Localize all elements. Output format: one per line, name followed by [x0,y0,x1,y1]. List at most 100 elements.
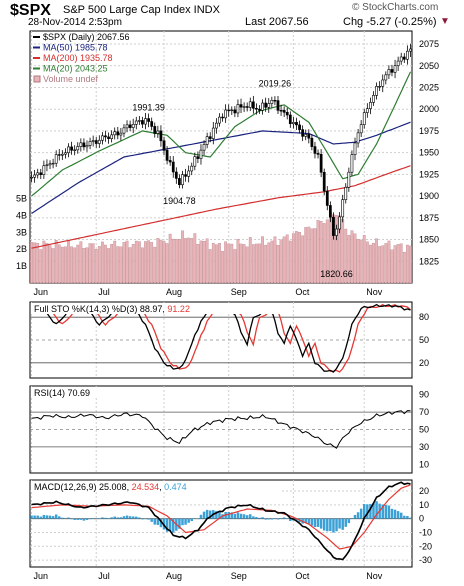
macd-histogram-bar [218,511,221,519]
macd-histogram-bar [230,512,234,519]
volume-bar [168,233,172,284]
macd-tick-label: 10 [419,500,429,510]
macd-histogram-bar [353,514,357,519]
candle-body [54,154,58,164]
candle-body [369,102,372,109]
volume-bar [242,244,246,284]
volume-bar [319,221,323,284]
candle-body [332,216,335,236]
macd-histogram-bar [101,517,104,519]
x-tick-label: Aug [166,287,182,297]
volume-bar [119,246,123,284]
candle-body [113,131,117,136]
volume-bar [301,235,305,284]
volume-bar [147,240,150,284]
candle-body [67,146,70,154]
price-annotation: 2019.26 [259,78,292,88]
sto-tick-label: 50 [419,335,429,345]
rsi-tick-label: 30 [419,442,429,452]
volume-bar [365,241,369,284]
candle-body [409,48,412,52]
volume-bar [236,239,240,284]
macd-histogram-bar [141,518,144,520]
macd-histogram-bar [270,518,274,520]
volume-bar [70,246,73,284]
volume-bar [325,219,329,284]
macd-histogram-bar [267,518,270,520]
volume-bar [76,244,80,284]
candle-body [251,101,255,109]
price-tick-label: 2050 [419,61,439,71]
macd-histogram-bar [384,505,388,519]
macd-histogram-bar [326,518,329,532]
macd-histogram-bar [153,518,157,525]
macd-histogram-bar [76,518,79,520]
candle-body [57,154,61,156]
macd-histogram-bar [61,517,64,519]
candle-body [233,109,237,114]
candle-body [147,118,150,122]
volume-bar [384,243,388,284]
volume-bar [288,240,292,284]
volume-bar [295,231,298,284]
macd-histogram-bar [156,518,160,525]
candle-body [344,186,348,200]
macd-title-bg [31,481,281,492]
macd-histogram-bar [144,518,147,520]
volume-bar [218,243,221,284]
volume-bar [104,244,107,284]
macd-histogram-bar [242,514,246,519]
volume-bar [396,244,400,284]
candle-body [101,135,104,141]
candle-body [91,140,95,142]
change-value: Chg -5.27 (-0.25%) [343,16,437,28]
macd-histogram-bar [347,518,351,524]
volume-bar [298,231,301,284]
price-tick-label: 1925 [419,169,439,179]
volume-bar [273,236,277,284]
candle-body [107,136,110,139]
volume-bar [399,243,403,284]
volume-bar [85,247,89,284]
candle-body [402,56,406,60]
macd-histogram-bar [295,518,298,522]
volume-bar [82,248,86,284]
legend-entry: $SPX (Daily) 2067.56 [43,32,130,42]
macd-histogram-bar [375,501,378,519]
sto-title: Full STO %K(14,3) %D(3) 88.97, 91.22 [34,304,190,314]
candle-body [48,163,52,166]
candle-body [255,108,258,110]
price-tick-label: 1875 [419,213,439,223]
price-annotation: 1991.39 [132,103,165,113]
x-tick-label: Jun [34,287,49,297]
macd-histogram-bar [42,514,46,519]
candle-body [267,103,271,108]
volume-bar [267,242,271,284]
volume-bar [45,243,49,284]
volume-bar [196,244,200,284]
candle-body [215,122,218,129]
macd-histogram-bar [393,509,397,519]
volume-bar [248,237,252,284]
macd-tick-label: -20 [419,541,432,551]
macd-histogram-bar [307,518,311,524]
volume-bar [54,240,58,284]
candle-body [141,120,144,125]
candle-body [301,129,305,137]
macd-histogram-bar [255,517,258,519]
macd-histogram-bar [338,518,341,529]
volume-bar [153,246,157,284]
x-tick-label-bottom: Oct [295,571,310,581]
candle-body [64,152,67,155]
candle-body [104,135,107,138]
rsi-tick-label: 90 [419,390,429,400]
volume-bar [57,244,61,284]
candle-body [122,127,126,134]
macd-histogram-bar [322,518,326,531]
price-tick-label: 1950 [419,148,439,158]
macd-histogram-bar [366,504,369,519]
macd-histogram-bar [48,515,52,519]
macd-histogram-bar [381,504,384,519]
volume-bar [405,244,409,284]
